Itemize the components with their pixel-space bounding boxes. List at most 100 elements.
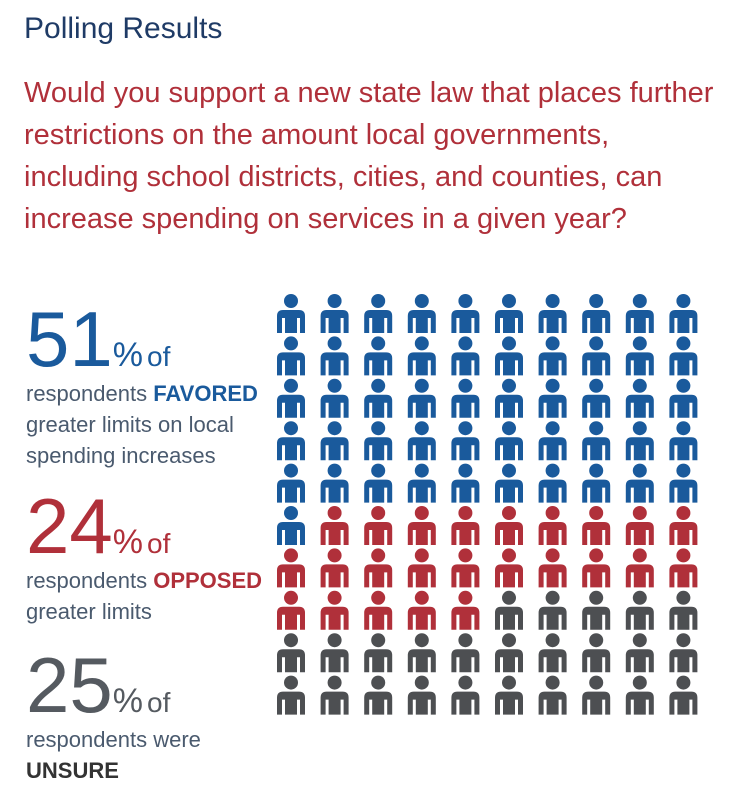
person-icon [625,675,654,715]
person-icon [538,294,567,333]
stat-unsure-value: 25 [26,641,113,729]
person-icon [320,294,349,333]
stat-favored-of: of [147,341,171,372]
person-icon [364,548,393,588]
stat-favored-percent: % [112,336,143,374]
person-icon [538,590,567,630]
person-icon [538,548,567,588]
stat-unsure-of: of [147,687,171,718]
stat-opposed-line-rest: greater limits [26,599,152,624]
person-icon [364,421,393,461]
stat-favored-emphasis: FAVORED [153,381,258,406]
person-icon [407,421,436,461]
person-icon [495,548,523,588]
person-icon [625,336,654,376]
person-icon [625,590,654,630]
person-icon [277,590,305,630]
person-icon [538,506,567,545]
person-icon [495,506,523,545]
person-icon [407,633,436,673]
person-icon [495,421,523,461]
person-icon [320,675,349,715]
person-icon [451,421,480,461]
person-icon [582,506,611,545]
stat-favored-line-start: respondents [26,381,154,406]
person-icon [669,421,698,461]
person-icon [625,421,654,461]
person-icon [495,378,523,418]
person-icon [538,463,567,503]
person-icon [451,590,480,630]
person-icon [495,675,523,715]
person-icon [407,506,436,545]
person-icon [538,336,567,376]
person-icon [320,336,349,376]
pictogram-grid [277,294,698,715]
stat-unsure-figure: 25% of [26,646,276,724]
person-icon [407,336,436,376]
person-icon [364,675,393,715]
person-icon [495,633,523,673]
person-icon [495,590,523,630]
person-icon [582,548,611,588]
person-icon [625,378,654,418]
person-icon [451,633,480,673]
person-icon [407,294,436,333]
person-icon [582,336,611,376]
person-icon [407,548,436,588]
person-icon [669,590,698,630]
person-icon [320,590,349,630]
person-icon [669,675,698,715]
person-icon [451,378,480,418]
person-icon [625,294,654,333]
person-icon [669,336,698,376]
person-icon [364,336,393,376]
person-icon [277,336,305,376]
person-icon [407,378,436,418]
stat-favored-line-rest: greater limits on local spending increas… [26,412,234,468]
person-icon [320,378,349,418]
person-icon [669,548,698,588]
person-icon [320,633,349,673]
stat-favored-figure: 51% of [26,300,276,378]
stat-opposed-description: respondents OPPOSED greater limits [26,565,276,627]
stat-opposed-of: of [147,528,171,559]
person-icon [364,378,393,418]
person-icon [451,463,480,503]
person-icon [582,463,611,503]
person-icon [669,378,698,418]
person-icon [495,294,523,333]
person-icon [320,506,349,545]
person-icon [364,590,393,630]
person-icon [451,548,480,588]
person-icon [364,294,393,333]
person-icon [625,633,654,673]
person-icon [495,336,523,376]
person-icon [625,506,654,545]
person-icon [451,675,480,715]
stat-opposed-emphasis: OPPOSED [153,568,263,593]
person-icon [451,506,480,545]
person-icon [277,463,305,503]
person-icon [582,294,611,333]
person-icon [407,675,436,715]
person-icon [364,506,393,545]
stat-opposed: 24% of respondents OPPOSED greater limits [26,487,276,627]
stat-unsure-emphasis: UNSURE [26,758,119,783]
person-icon [320,463,349,503]
person-icon [625,463,654,503]
person-icon [277,506,305,545]
stat-opposed-percent: % [112,523,143,561]
person-icon [320,548,349,588]
person-icon [669,463,698,503]
person-icon [364,633,393,673]
person-icon [451,294,480,333]
stat-opposed-figure: 24% of [26,487,276,565]
stat-unsure-description: respondents were UNSURE [26,724,276,786]
person-icon [364,463,393,503]
stat-opposed-line-start: respondents [26,568,154,593]
stat-unsure-line-start: respondents were [26,727,201,752]
person-icon [495,463,523,503]
person-icon [277,675,305,715]
person-icon [582,675,611,715]
